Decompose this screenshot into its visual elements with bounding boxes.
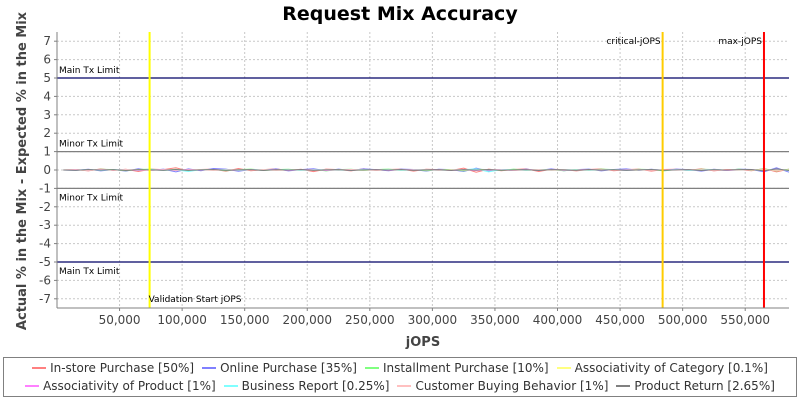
x-axis-label: jOPS <box>405 335 440 350</box>
limit-label: Minor Tx Limit <box>59 140 124 150</box>
limit-label: Main Tx Limit <box>59 267 120 277</box>
y-tick-layer: 7 6 5 4 3 2 1 0 -1 -2 -3 -4 -5 -6 -7 <box>39 34 57 306</box>
x-tick-layer: 50,000 100,000 150,000 200,000 250,000 300,00… <box>99 308 770 327</box>
legend-label: Installment Purchase [10%] <box>382 360 549 375</box>
legend-swatch <box>202 367 217 369</box>
x-tick-label: 400,000 <box>533 313 583 327</box>
y-tick-label: -4 <box>39 237 51 251</box>
y-tick-label: 4 <box>43 89 51 103</box>
x-tick-label: 550,000 <box>720 313 770 327</box>
legend-item: Business Report [0.25%] <box>223 378 390 394</box>
legend-label: Associativity of Category [0.1%] <box>574 360 768 375</box>
legend-item: Product Return [2.65%] <box>616 379 775 394</box>
series-layer <box>63 167 790 173</box>
x-tick-label: 150,000 <box>220 313 270 327</box>
limit-label: Minor Tx Limit <box>59 193 124 203</box>
legend-label: Customer Buying Behavior [1%] <box>415 378 609 393</box>
legend-label: In-store Purchase [50%] <box>50 360 195 375</box>
x-tick-label: 450,000 <box>595 313 645 327</box>
y-tick-label: -1 <box>39 181 51 195</box>
y-tick-label: 7 <box>43 34 51 48</box>
legend-item: In-store Purchase [50%] <box>32 361 194 376</box>
legend-swatch <box>223 385 238 387</box>
chart-title: Request Mix Accuracy <box>282 3 518 25</box>
y-tick-label: 2 <box>43 126 51 140</box>
vertical-marker-layer: Validation Start jOPS critical-jOPS max-jO… <box>148 32 765 308</box>
jops-marker-label: Validation Start jOPS <box>149 295 242 305</box>
legend-label: Online Purchase [35%] <box>220 360 357 375</box>
jops-marker-label: max-jOPS <box>718 37 762 47</box>
legend-swatch <box>364 367 379 369</box>
legend-item: Online Purchase [35%] <box>202 361 357 376</box>
legend-item: Associativity of Product [1%] <box>25 379 216 394</box>
x-tick-label: 350,000 <box>470 313 520 327</box>
jops-marker-label: critical-jOPS <box>606 37 660 47</box>
legend-swatch <box>32 367 47 369</box>
y-tick-label: -6 <box>39 273 51 287</box>
legend-swatch <box>616 385 631 387</box>
legend-label: Associativity of Product [1%] <box>43 378 216 393</box>
limit-label: Main Tx Limit <box>59 66 120 76</box>
y-tick-label: -2 <box>39 200 51 214</box>
legend-item: Customer Buying Behavior [1%] <box>397 379 608 394</box>
x-tick-label: 500,000 <box>658 313 708 327</box>
y-tick-label: 0 <box>43 163 51 177</box>
x-tick-label: 50,000 <box>99 313 141 327</box>
y-tick-label: -7 <box>39 292 51 306</box>
legend-item: Associativity of Category [0.1%] <box>556 360 768 376</box>
series-line-7 <box>63 168 790 172</box>
x-tick-label: 250,000 <box>345 313 395 327</box>
y-tick-label: 1 <box>43 145 51 159</box>
x-tick-label: 200,000 <box>282 313 332 327</box>
legend-item: Installment Purchase [10%] <box>364 360 549 376</box>
y-tick-label: 3 <box>43 108 51 122</box>
legend-swatch <box>25 385 40 387</box>
legend-swatch <box>397 385 412 387</box>
x-tick-label: 100,000 <box>157 313 207 327</box>
y-tick-label: 6 <box>43 53 51 67</box>
y-axis-label: Actual % in the Mix - Expected % in the … <box>15 11 30 330</box>
legend-swatch <box>556 367 571 369</box>
y-tick-label: -5 <box>39 255 51 269</box>
horizontal-marker-layer: Main Tx Limit Minor Tx Limit Minor Tx Limi… <box>57 66 789 277</box>
legend-label: Business Report [0.25%] <box>241 378 390 393</box>
y-tick-label: -3 <box>39 218 51 232</box>
legend: In-store Purchase [50%] Online Purchase [… <box>3 357 797 397</box>
y-tick-label: 5 <box>43 71 51 85</box>
x-tick-label: 300,000 <box>408 313 458 327</box>
legend-label: Product Return [2.65%] <box>634 378 775 393</box>
